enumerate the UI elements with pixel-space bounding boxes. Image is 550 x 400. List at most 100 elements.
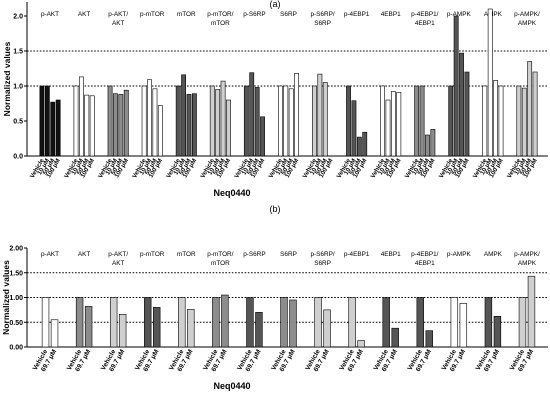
bar-p-ampk-ampk-3	[532, 71, 538, 157]
group-label: p-AMPK/AMPK	[514, 251, 540, 267]
bar-mtor-1	[187, 309, 195, 348]
group-label: p-S6RP/S6RP	[310, 251, 334, 267]
chart-panel-1: (a) 0.0 0.5 1.0 1.5 2.0 Normalized values p-AKT…	[2, 0, 548, 198]
bar-akt-1	[79, 76, 84, 157]
group-label: p-S6RP	[243, 11, 265, 18]
bar-s6rp-2	[288, 88, 294, 157]
bar-p-s6rp-0	[246, 297, 254, 348]
bar-p-mtor-2	[152, 88, 158, 157]
bar-p-4ebp1-0	[348, 297, 356, 348]
bar-p-mtor-1	[153, 307, 161, 348]
bar-p-ampk-2	[459, 52, 464, 157]
y-tick-label: 0.5	[13, 119, 23, 126]
group-label: p-AKT/AKT	[108, 251, 128, 267]
bar-p-4ebp1-4ebp1-0	[414, 85, 420, 157]
bar-4ebp1-3	[396, 92, 402, 157]
group-label: 4EBP1	[381, 11, 401, 18]
group-label: p-S6RP	[243, 251, 265, 258]
x-axis-label: Neq0440	[213, 381, 250, 391]
bar-p-akt-2	[50, 101, 56, 157]
bar-4ebp1-1	[391, 327, 399, 348]
y-tick-label: 0.0	[13, 154, 23, 161]
bar-p-mtor-mtor-0	[209, 85, 215, 157]
group-label: p-AKT	[41, 251, 59, 258]
bar-mtor-0	[175, 85, 181, 157]
bar-p-mtor-1	[147, 79, 152, 157]
bar-p-s6rp-s6rp-1	[323, 309, 331, 348]
bar-akt-1	[84, 306, 93, 348]
panel-label: (a)	[270, 0, 281, 9]
bar-p-4ebp1-4ebp1-1	[425, 330, 433, 348]
bar-p-ampk-ampk-0	[518, 297, 527, 348]
bar-s6rp-3	[294, 73, 299, 157]
bar-p-akt-akt-1	[118, 314, 127, 348]
bar-p-mtor-mtor-3	[226, 99, 231, 157]
bar-akt-0	[73, 85, 79, 157]
group-label: p-4EBP1/4EBP1	[411, 251, 439, 267]
group-label: mTOR	[177, 11, 196, 18]
bar-p-akt-akt-3	[123, 89, 129, 157]
y-tick-label: 1.5	[13, 49, 23, 56]
bar-ampk-0	[482, 85, 488, 157]
bar-p-s6rp-s6rp-2	[322, 82, 328, 157]
bar-mtor-3	[192, 93, 197, 157]
y-tick-label: 0.00	[9, 345, 23, 352]
y-tick-label: 1.0	[13, 84, 23, 91]
bar-4ebp1-1	[385, 99, 391, 157]
bar-p-4ebp1-1	[357, 340, 365, 348]
group-label: S6RP	[280, 11, 297, 18]
group-label: p-AKT/AKT	[108, 11, 128, 27]
bar-s6rp-1	[283, 85, 289, 157]
group-label: p-AMPK	[447, 251, 472, 258]
bar-p-akt-akt-0	[107, 85, 113, 157]
bar-p-mtor-mtor-0	[212, 297, 220, 348]
group-label: AMPK	[484, 251, 503, 258]
group-label: AKT	[78, 251, 91, 258]
bar-p-s6rp-s6rp-0	[312, 85, 317, 157]
bar-p-4ebp1-1	[351, 100, 357, 157]
y-tick-label: 2.0	[13, 14, 23, 21]
bar-akt-2	[84, 94, 90, 157]
group-label: mTOR	[177, 251, 196, 258]
y-axis-label: Normalized values	[1, 260, 11, 335]
group-label: S6RP	[280, 251, 297, 258]
group-label: p-AKT	[41, 11, 59, 18]
bar-p-akt-0	[39, 85, 45, 157]
bar-p-4ebp1-4ebp1-3	[430, 129, 436, 157]
bar-p-mtor-mtor-2	[220, 80, 226, 157]
bar-ampk-3	[498, 85, 504, 157]
bar-p-s6rp-s6rp-0	[314, 297, 322, 348]
bar-p-s6rp-2	[254, 87, 260, 157]
bar-s6rp-0	[277, 85, 283, 157]
bar-ampk-1	[487, 8, 493, 157]
bar-akt-0	[75, 297, 84, 348]
bar-p-s6rp-1	[249, 72, 255, 157]
bar-p-akt-1	[44, 85, 50, 157]
y-axis-label: Normalized values	[2, 41, 12, 116]
bar-p-ampk-ampk-1	[521, 87, 527, 157]
bar-p-ampk-ampk-0	[516, 85, 522, 157]
group-label: p-4EBP1	[344, 251, 370, 258]
group-label: p-4EBP1/4EBP1	[411, 11, 439, 27]
bar-p-mtor-0	[141, 85, 147, 157]
bar-p-ampk-1	[453, 15, 459, 157]
bar-p-s6rp-s6rp-1	[317, 73, 323, 157]
group-label: p-mTOR/mTOR	[207, 11, 233, 27]
bar-p-s6rp-0	[243, 85, 249, 157]
bar-ampk-0	[484, 297, 493, 348]
x-axis-label: Neq0440	[213, 188, 250, 198]
bar-p-4ebp1-3	[362, 131, 368, 157]
bar-p-akt-akt-0	[109, 297, 118, 348]
bar-p-4ebp1-4ebp1-1	[419, 85, 425, 157]
bar-4ebp1-2	[390, 91, 396, 157]
bar-p-ampk-1	[459, 303, 468, 348]
bar-mtor-2	[186, 94, 192, 157]
y-tick-label: 0.50	[9, 320, 23, 327]
bar-s6rp-1	[289, 299, 297, 348]
group-label: p-AMPK/AMPK	[514, 11, 540, 27]
bar-p-mtor-0	[144, 297, 152, 348]
panel-label: (b)	[270, 204, 281, 214]
bar-p-mtor-mtor-1	[215, 89, 221, 157]
bar-p-4ebp1-4ebp1-2	[425, 134, 430, 157]
